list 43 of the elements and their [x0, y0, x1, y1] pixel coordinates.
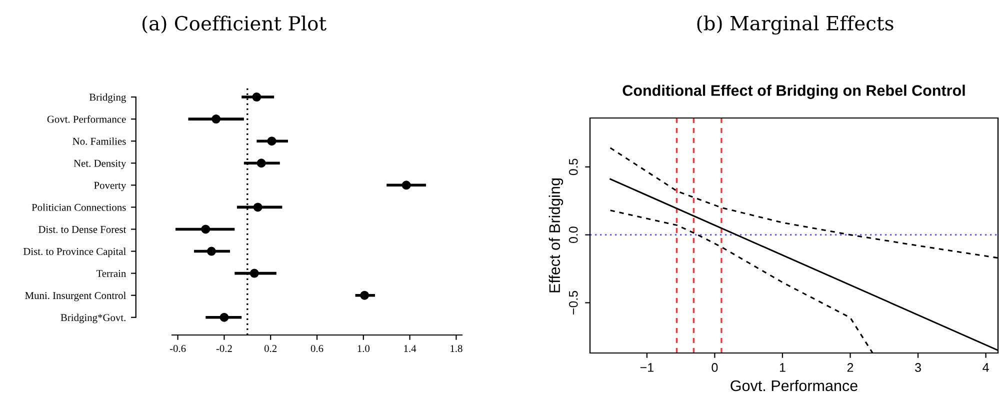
point: [402, 180, 411, 190]
point: [250, 268, 259, 278]
x-tick-label: 0.2: [264, 345, 277, 352]
chart-title: (a) Coefficient Plot: [142, 16, 326, 34]
x-tick-label: 1.0: [358, 345, 370, 352]
point: [252, 92, 262, 102]
y-tick-label: Net. Density: [74, 160, 126, 169]
point: [206, 246, 216, 256]
x-tick-label: 1.8: [450, 345, 462, 352]
x-tick-label: 1: [780, 363, 786, 372]
y-tick-label: Dist. to Province Capital: [23, 248, 126, 258]
point: [220, 312, 229, 322]
point: [201, 224, 210, 234]
x-tick-label: 0.6: [310, 345, 324, 352]
y-tick-label: −0.5: [568, 290, 578, 314]
x-tick-label: 3: [915, 363, 921, 372]
x-tick-label: -0.6: [170, 345, 186, 352]
y-axis-title: Effect of Bridging: [548, 178, 564, 292]
point: [360, 290, 370, 300]
x-axis-title: Govt. Performance: [730, 380, 858, 392]
point: [267, 136, 276, 146]
chart-subtitle: Conditional Effect of Bridging on Rebel Control: [622, 84, 965, 100]
y-tick-label: 0.5: [568, 158, 578, 176]
chart-title: (b) Marginal Effects: [697, 15, 894, 35]
point: [253, 202, 262, 212]
x-tick-label: 4: [982, 363, 989, 372]
y-tick-label: Bridging: [89, 93, 126, 103]
x-tick-label: 1.4: [404, 345, 416, 352]
x-tick-label: -0.2: [216, 345, 232, 352]
point: [256, 158, 266, 168]
y-tick-label: Bridging*Govt.: [60, 314, 126, 324]
x-tick-label: −1: [640, 363, 654, 372]
y-tick-label: Politician Connections: [32, 204, 126, 211]
y-tick-label: Terrain: [96, 270, 126, 278]
x-tick-label: 2: [847, 363, 854, 372]
point: [212, 114, 221, 124]
y-tick-label: 0.0: [568, 226, 578, 244]
y-tick-label: Govt. Performance: [47, 115, 126, 123]
y-tick-label: No. Families: [72, 137, 126, 145]
y-tick-label: Poverty: [94, 182, 126, 192]
y-tick-label: Dist. to Dense Forest: [38, 226, 126, 233]
x-tick-label: 0: [712, 363, 718, 372]
y-tick-label: Muni. Insurgent Control: [25, 292, 126, 302]
